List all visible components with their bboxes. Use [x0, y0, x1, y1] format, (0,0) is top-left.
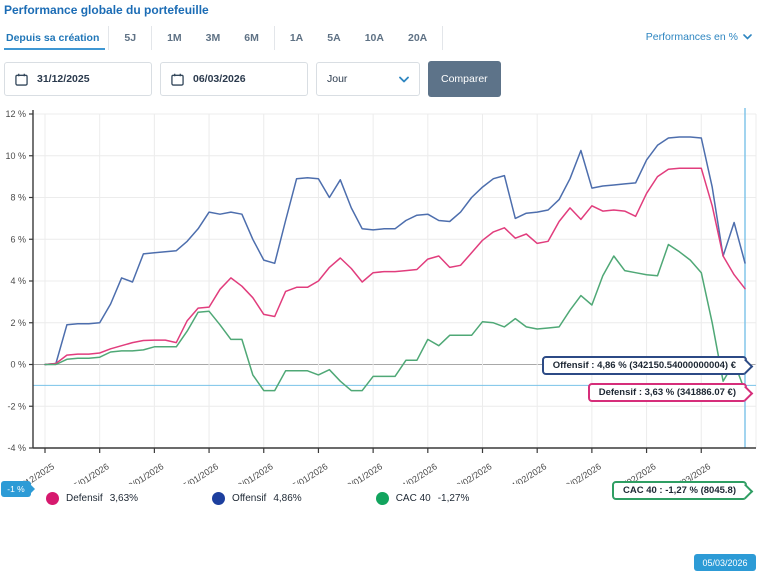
tab-1a[interactable]: 1A [289, 32, 304, 44]
y-tick-label: 8 % [10, 193, 26, 203]
tab-5a[interactable]: 5A [327, 32, 341, 44]
chevron-down-icon [399, 76, 409, 82]
legend-value: 3,63% [109, 493, 139, 504]
x-tick-label: 05/01/2026 [68, 461, 111, 484]
interval-value: Jour [327, 73, 348, 85]
performances-dropdown[interactable]: Performances en % [646, 31, 752, 43]
offensif-dot-icon [212, 492, 226, 505]
x-tick-label: 04/02/2026 [396, 461, 439, 484]
y-tick-label: 12 % [5, 109, 26, 119]
x-tick-label: 14/02/2026 [505, 461, 548, 484]
x-tick-label: 30/01/2026 [341, 461, 384, 484]
tab-5j[interactable]: 5J [124, 32, 137, 44]
y-tick-label: -2 % [7, 401, 26, 411]
series-line-defensif [44, 167, 746, 366]
x-tick-label: 15/01/2026 [177, 461, 220, 484]
performance-chart[interactable]: 12 % 10 % 8 % 6 % 4 % 2 % 0 % -2 % -4 % 31/12/202… [0, 104, 760, 571]
tooltip-cac40-text: CAC 40 : -1,27 % (8045.8) [623, 485, 736, 496]
series-line-cac-40 [44, 243, 746, 392]
y-tick-label: 4 % [10, 276, 26, 286]
end-date-value: 06/03/2026 [193, 73, 246, 85]
defensif-dot-icon [46, 492, 59, 505]
interval-select[interactable]: Jour [316, 62, 420, 96]
compare-button[interactable]: Comparer [428, 61, 501, 97]
start-date-input[interactable]: 31/12/2025 [4, 62, 152, 96]
y-tick-label: 10 % [5, 151, 26, 161]
x-tick-label: 10/01/2026 [122, 461, 165, 484]
legend-value: -1,27% [437, 493, 470, 504]
tab-6m[interactable]: 6M [244, 32, 259, 44]
chevron-down-icon [743, 34, 752, 40]
tooltip-offensif-text: Offensif : 4,86 % (342150.54000000004) € [552, 360, 736, 371]
chart-canvas: 12 %10 %8 %6 %4 %2 %0 %-2 %-4 %31/12/202… [5, 108, 757, 494]
x-tick-label: 19/02/2026 [560, 461, 603, 484]
legend-label: CAC 40 [395, 493, 431, 504]
x-tick-label: 20/01/2026 [232, 461, 275, 484]
tooltip-offensif: Offensif : 4,86 % (342150.54000000004) € [541, 356, 754, 375]
x-tick-label: 09/02/2026 [450, 461, 493, 484]
crosshair-y-badge: -1 % [1, 481, 35, 497]
legend-item-cac40[interactable]: CAC 40 -1,27% [375, 492, 470, 505]
legend-value: 4,86% [273, 493, 302, 504]
y-tick-label: 2 % [10, 318, 26, 328]
legend-label: Offensif [232, 493, 267, 504]
tooltip-cac40: CAC 40 : -1,27 % (8045.8) [612, 481, 754, 500]
page-title: Performance globale du portefeuille [4, 3, 209, 17]
y-tick-label: 6 % [10, 234, 26, 244]
cac40-dot-icon [375, 492, 389, 505]
crosshair-x-badge: 05/03/2026 [694, 554, 756, 571]
tab-depuis-sa-creation[interactable]: Depuis sa création [4, 26, 106, 50]
series-line-offensif [44, 136, 746, 366]
tooltip-defensif-text: Defensif : 3,63 % (341886.07 €) [598, 387, 736, 398]
calendar-icon [171, 73, 184, 86]
tab-10a[interactable]: 10A [364, 32, 384, 44]
chart-legend: Defensif 3,63% Offensif 4,86% CAC 40 -1,… [46, 492, 469, 505]
period-tabbar: Depuis sa création 5J 1M 3M 6M 1A 5A 10A… [4, 24, 446, 52]
comparison-controls: 31/12/2025 06/03/2026 Jour Comparer [4, 61, 501, 97]
tab-separator [273, 26, 275, 50]
legend-item-offensif[interactable]: Offensif 4,86% [212, 492, 302, 505]
tooltip-arrow [737, 483, 754, 500]
tab-20a[interactable]: 20A [407, 32, 428, 44]
calendar-icon [15, 73, 28, 86]
tab-1m[interactable]: 1M [167, 32, 182, 44]
legend-label: Defensif [66, 493, 103, 504]
start-date-value: 31/12/2025 [37, 73, 90, 85]
tab-separator [151, 26, 153, 50]
tab-separator [108, 26, 110, 50]
x-tick-label: 25/01/2026 [286, 461, 329, 484]
y-tick-label: -4 % [7, 443, 26, 453]
performances-label: Performances en % [645, 31, 738, 43]
tab-separator [442, 26, 444, 50]
tab-3m[interactable]: 3M [205, 32, 221, 44]
y-tick-label: 0 % [10, 360, 26, 370]
tooltip-defensif: Defensif : 3,63 % (341886.07 €) [587, 383, 754, 402]
legend-item-defensif[interactable]: Defensif 3,63% [46, 492, 138, 505]
end-date-input[interactable]: 06/03/2026 [160, 62, 308, 96]
